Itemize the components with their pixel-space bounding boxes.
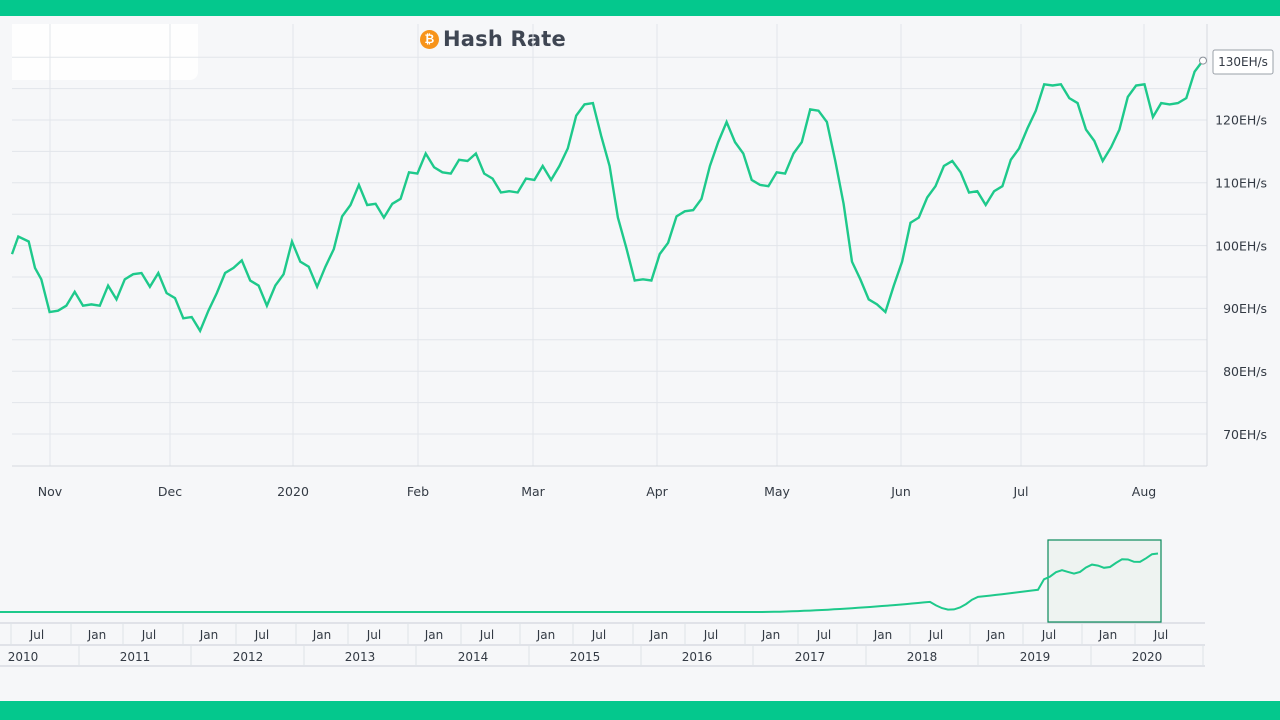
navigator-minor-label: Jan	[424, 628, 444, 642]
current-value-label: 130EH/s	[1218, 55, 1268, 69]
navigator-year-label: 2019	[1020, 650, 1051, 664]
navigator-minor-label: Jan	[986, 628, 1006, 642]
x-tick-label: 2020	[277, 484, 309, 499]
navigator-minor-labels: Jul Jan Jul Jan Jul Jan Jul Jan Jul Jan Jul Jan Jul J…	[10, 623, 1168, 645]
navigator-year-label: 2016	[682, 650, 713, 664]
x-tick-label: Jun	[890, 484, 911, 499]
navigator-year-label: 2020	[1132, 650, 1163, 664]
chart-title-text: Hash Rate	[443, 27, 566, 51]
navigator-minor-label: Jul	[479, 628, 494, 642]
x-tick-label: May	[764, 484, 790, 499]
bitcoin-icon: ₿	[420, 29, 439, 49]
navigator-year-label: 2013	[345, 650, 376, 664]
navigator-minor-label: Jan	[649, 628, 669, 642]
y-tick-label: 110EH/s	[1215, 175, 1267, 190]
navigator-series-line	[0, 552, 1159, 613]
chart-title: ₿ Hash Rate	[420, 26, 566, 52]
navigator-minor-label: Jul	[366, 628, 381, 642]
y-tick-label: 90EH/s	[1223, 301, 1267, 316]
x-tick-label: Feb	[407, 484, 429, 499]
x-tick-label: Apr	[646, 484, 668, 499]
x-tick-label: Jul	[1012, 484, 1028, 499]
navigator-year-label: 2017	[795, 650, 826, 664]
navigator-year-label: 2015	[570, 650, 601, 664]
navigator-minor-label: Jan	[536, 628, 556, 642]
navigator-minor-label: Jul	[816, 628, 831, 642]
navigator-minor-label: Jan	[761, 628, 781, 642]
navigator-minor-label: Jul	[254, 628, 269, 642]
navigator-minor-label: Jul	[141, 628, 156, 642]
navigator-minor-label: Jul	[29, 628, 44, 642]
navigator-minor-label: Jul	[703, 628, 718, 642]
top-accent-bar	[0, 0, 1280, 16]
y-tick-label: 120EH/s	[1215, 113, 1267, 128]
current-value-marker	[1199, 56, 1207, 65]
navigator-minor-label: Jul	[928, 628, 943, 642]
current-value-callout: 130EH/s	[1212, 49, 1274, 75]
navigator-selection-window[interactable]	[1047, 539, 1162, 623]
x-tick-label: Dec	[158, 484, 182, 499]
navigator-minor-label: Jul	[591, 628, 606, 642]
navigator-minor-label: Jan	[312, 628, 332, 642]
y-tick-label: 70EH/s	[1223, 427, 1267, 442]
axis-frame	[12, 24, 1208, 467]
navigator-year-label: 2018	[907, 650, 938, 664]
navigator-minor-label: Jan	[87, 628, 107, 642]
navigator-minor-label: Jul	[1041, 628, 1056, 642]
chart-grid	[12, 24, 1208, 467]
navigator-year-label: 2012	[233, 650, 264, 664]
x-tick-labels: Nov Dec 2020 Feb Mar Apr May Jun Jul Aug	[38, 484, 1156, 499]
navigator-year-labels: 2010 2011 2012 2013 2014 2015 2016 2017 2018 2019…	[8, 645, 1204, 666]
navigator-minor-label: Jul	[1153, 628, 1168, 642]
x-tick-label: Aug	[1132, 484, 1156, 499]
top-left-panel	[12, 24, 198, 80]
navigator-minor-label: Jan	[199, 628, 219, 642]
navigator-minor-label: Jan	[1098, 628, 1118, 642]
x-tick-label: Nov	[38, 484, 63, 499]
navigator-year-label: 2014	[458, 650, 489, 664]
bottom-accent-bar	[0, 701, 1280, 720]
x-tick-label: Mar	[521, 484, 545, 499]
navigator-year-label: 2011	[120, 650, 151, 664]
y-tick-labels: 70EH/s 80EH/s 90EH/s 100EH/s 110EH/s 120EH/s	[1215, 113, 1267, 443]
navigator-minor-label: Jan	[873, 628, 893, 642]
y-tick-label: 100EH/s	[1215, 238, 1267, 253]
navigator-year-label: 2010	[8, 650, 39, 664]
navigator: Jul Jan Jul Jan Jul Jan Jul Jan Jul Jan Jul Jan Jul J…	[0, 539, 1205, 667]
y-tick-label: 80EH/s	[1223, 364, 1267, 379]
hash-rate-line	[10, 59, 1204, 334]
